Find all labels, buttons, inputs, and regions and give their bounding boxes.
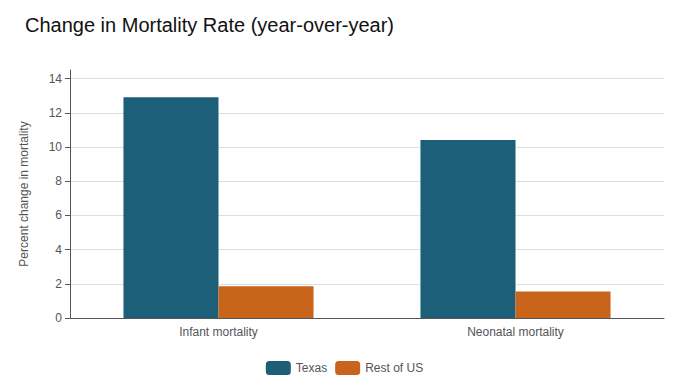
svg-text:Neonatal mortality: Neonatal mortality: [467, 325, 564, 339]
svg-text:4: 4: [55, 243, 62, 257]
svg-text:10: 10: [49, 140, 63, 154]
svg-text:Rest of US: Rest of US: [365, 361, 423, 375]
svg-text:8: 8: [55, 174, 62, 188]
svg-text:2: 2: [55, 277, 62, 291]
svg-text:Texas: Texas: [296, 361, 327, 375]
svg-text:Infant mortality: Infant mortality: [179, 325, 258, 339]
svg-text:Percent change in mortality: Percent change in mortality: [17, 121, 31, 266]
svg-text:14: 14: [49, 72, 63, 86]
svg-text:6: 6: [55, 208, 62, 222]
svg-text:12: 12: [49, 106, 63, 120]
svg-text:Change in Mortality Rate (year: Change in Mortality Rate (year-over-year…: [25, 14, 394, 36]
svg-text:0: 0: [55, 311, 62, 325]
